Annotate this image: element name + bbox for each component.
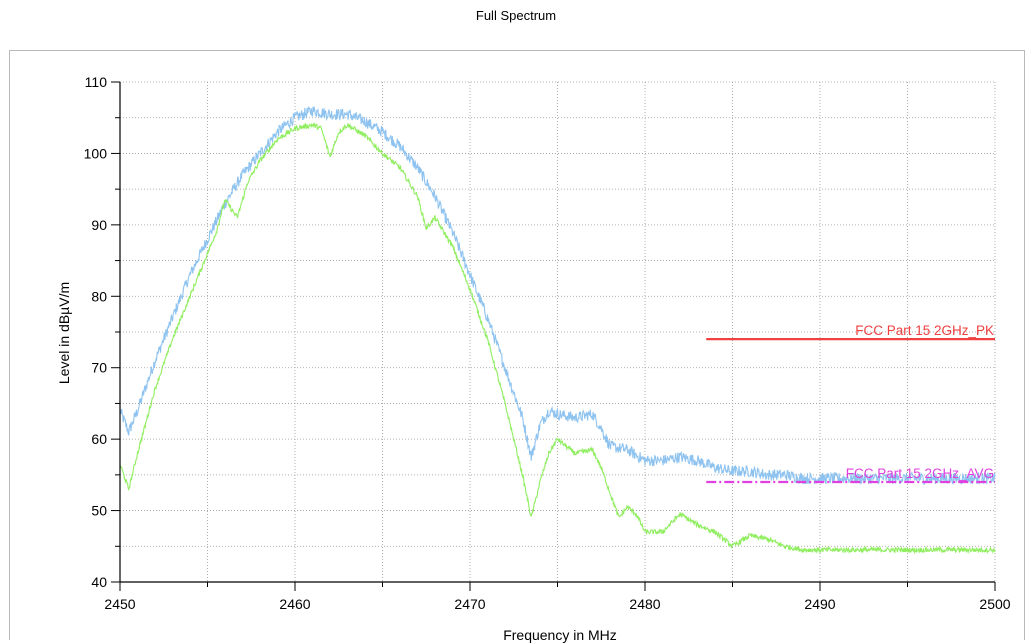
series-layer: [119, 106, 996, 555]
x-tick-label: 2500: [979, 596, 1010, 612]
x-tick-label: 2450: [104, 596, 135, 612]
series-line-1: [119, 106, 996, 486]
y-axis-label: Level in dBµV/m: [56, 282, 72, 384]
limit-lines: FCC Part 15 2GHz_PK FCC Part 15 2GHz_AVG: [706, 323, 995, 484]
x-tick-label: 2490: [804, 596, 835, 612]
series-line-2: [119, 121, 996, 555]
x-axis-label: Frequency in MHz: [503, 627, 617, 643]
y-tick-label: 50: [91, 503, 107, 519]
axes: 40 50 60 70 80 90 100 110 2450 2460 2470 2480 2490 25…: [84, 74, 1011, 612]
y-tick-label: 80: [91, 288, 107, 304]
y-tick-label: 40: [91, 574, 107, 590]
x-tick-label: 2480: [629, 596, 660, 612]
limit-label-1: FCC Part 15 2GHz_PK: [855, 323, 994, 338]
limit-label-2: FCC Part 15 2GHz_AVG: [846, 466, 994, 481]
y-tick-label: 70: [91, 360, 107, 376]
x-tick-label: 2460: [279, 596, 310, 612]
y-tick-label: 60: [91, 431, 107, 447]
y-tick-label: 90: [91, 217, 107, 233]
y-tick-label: 100: [84, 145, 108, 161]
y-tick-label: 110: [85, 74, 108, 90]
chart-title: Full Spectrum: [475, 8, 557, 23]
chart-frame: [9, 50, 1025, 640]
x-tick-label: 2470: [454, 596, 485, 612]
